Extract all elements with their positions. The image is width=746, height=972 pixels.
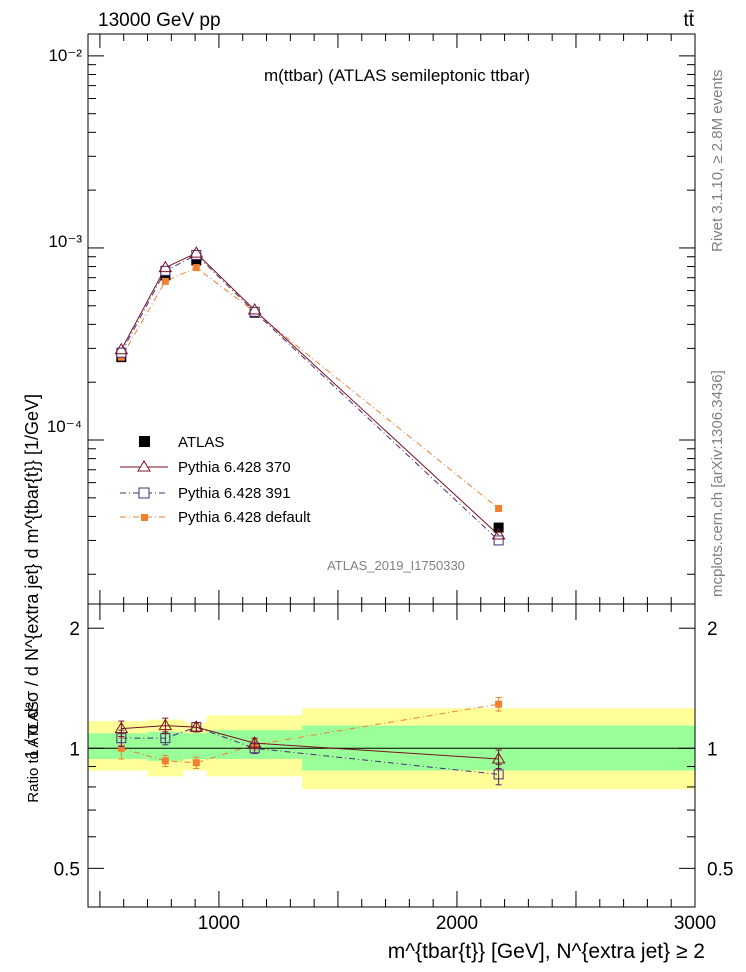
data-point-pythia-default xyxy=(161,277,169,285)
data-point-pythia-391 xyxy=(116,347,127,358)
ratio-point-pythia-370 xyxy=(247,736,262,748)
ratio-y-axis-label: Ratio to ATLAS xyxy=(25,701,42,802)
data-point-atlas xyxy=(191,255,202,266)
ratio-panel: 0.5 0.5 1 1 2 2 1000 2000 3000 Ratio to ATLAS m^… xyxy=(25,603,733,963)
header-left: 13000 GeV pp xyxy=(98,10,221,31)
data-point-atlas xyxy=(493,522,504,533)
ratio-band-inner xyxy=(88,733,148,759)
y-tick-label-1e-2: 10⁻² xyxy=(48,46,82,65)
legend-label-pythia-default: Pythia 6.428 default xyxy=(178,509,311,526)
ratio-point-pythia-370 xyxy=(189,720,204,732)
ratio-point-pythia-370 xyxy=(158,718,173,731)
ratio-frame xyxy=(87,603,696,908)
data-point-pythia-370 xyxy=(247,303,262,315)
ratio-line-pythia-391 xyxy=(121,726,499,775)
ratio-point-pythia-370 xyxy=(491,752,506,764)
ratio-y-tick-label-left: 1 xyxy=(69,739,80,760)
legend-marker-atlas xyxy=(139,436,150,447)
legend-label-pythia-391: Pythia 6.428 391 xyxy=(178,485,291,502)
data-point-pythia-370 xyxy=(189,246,204,258)
ratio-point-pythia-default xyxy=(117,744,125,752)
data-point-pythia-default xyxy=(192,264,200,272)
ratio-point-pythia-default xyxy=(161,757,169,765)
ratio-y-tick-label-left: 0.5 xyxy=(54,859,80,880)
data-point-pythia-370 xyxy=(491,528,506,540)
ratio-point-pythia-default xyxy=(192,759,200,767)
ratio-y-tick-label-right: 1 xyxy=(707,739,718,760)
data-point-pythia-default xyxy=(495,504,503,512)
ratio-point-pythia-391 xyxy=(493,769,504,780)
legend-marker-pythia-391 xyxy=(138,487,150,499)
x-tick-label: 1000 xyxy=(198,913,240,934)
x-axis-label: m^{tbar{t}} [GeV], N^{extra jet} ≥ 2 xyxy=(388,940,705,963)
legend-label-atlas: ATLAS xyxy=(178,434,224,451)
header-right: tt̄ xyxy=(683,10,694,31)
main-title: m(ttbar) (ATLAS semileptonic ttbar) xyxy=(264,66,530,85)
data-point-pythia-391 xyxy=(160,265,171,276)
legend-marker-pythia-default xyxy=(141,514,148,521)
data-point-pythia-391 xyxy=(493,535,504,546)
y-tick-label-1e-4: 10⁻⁴ xyxy=(47,417,82,436)
ratio-band-inner xyxy=(183,733,208,759)
data-point-pythia-370 xyxy=(114,342,129,355)
x-tick-label: 3000 xyxy=(674,913,716,934)
ratio-y-tick-label-right: 2 xyxy=(707,619,718,640)
ratio-point-pythia-370 xyxy=(114,721,129,734)
ratio-line-pythia-default xyxy=(121,703,499,764)
analysis-watermark: ATLAS_2019_I1750330 xyxy=(327,558,465,573)
legend: ATLAS Pythia 6.428 370 Pythia 6.428 391 … xyxy=(120,434,311,526)
mcplots-text: mcplots.cern.ch [arXiv:1306.3436] xyxy=(709,370,726,597)
rivet-version-text: Rivet 3.1.10, ≥ 2.8M events xyxy=(709,70,726,253)
legend-marker-pythia-370 xyxy=(137,460,151,472)
x-tick-label: 2000 xyxy=(436,913,478,934)
main-y-axis-label: 1 / σ d²σ / d N^{extra jet} d m^{tbar{t}… xyxy=(22,394,42,759)
legend-label-pythia-370: Pythia 6.428 370 xyxy=(178,459,291,476)
ratio-point-pythia-default xyxy=(495,700,503,708)
ratio-y-tick-label-right: 0.5 xyxy=(707,859,733,880)
data-point-pythia-370 xyxy=(158,260,173,273)
ratio-y-tick-label-left: 2 xyxy=(69,619,80,640)
y-tick-label-1e-3: 10⁻³ xyxy=(48,232,82,251)
series-line-pythia-391 xyxy=(120,254,499,541)
main-panel: m(ttbar) (ATLAS semileptonic ttbar) ATLA… xyxy=(22,33,696,759)
